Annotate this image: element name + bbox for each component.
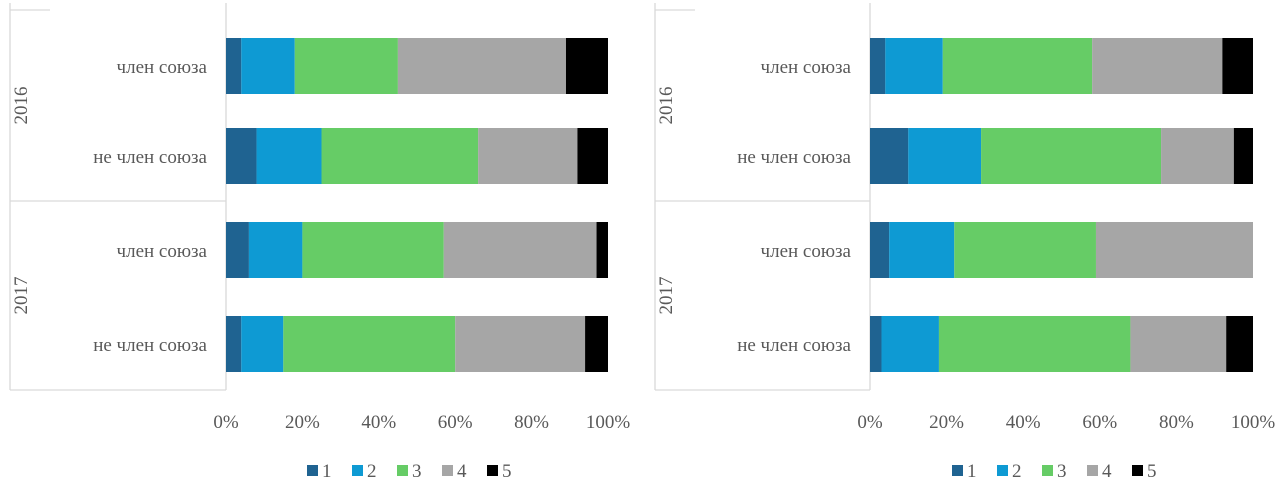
category-label: член союза — [117, 57, 208, 78]
legend-swatch-1 — [952, 465, 963, 476]
chart-left-svg: член союза не член союза 2016 член союза не … — [9, 3, 631, 482]
bar-segment-2017-2-series-4 — [455, 316, 586, 372]
category-label: не член союза — [93, 335, 207, 356]
bar-segment-2016-1-series-4 — [397, 38, 566, 94]
chart-right: член союза не член союза 2016 член союза не … — [640, 0, 1280, 482]
bar-segment-2017-2-series-3 — [283, 316, 456, 372]
legend-swatch-3 — [397, 465, 408, 476]
legend-label-3: 3 — [412, 461, 422, 482]
bar-segment-2016-1-series-5 — [1222, 38, 1253, 94]
bar-segment-2017-2-series-2 — [881, 316, 939, 372]
bar-segment-2016-1-series-1 — [226, 38, 242, 94]
x-tick-label: 100% — [1231, 412, 1276, 433]
bar-segment-2016-2-series-5 — [1233, 128, 1253, 184]
legend-label-1: 1 — [967, 461, 977, 482]
legend-swatch-5 — [487, 465, 498, 476]
bar-segment-2016-2-series-2 — [256, 128, 322, 184]
bar-segment-2017-2-series-5 — [585, 316, 608, 372]
bar-segment-2016-1-series-3 — [942, 38, 1093, 94]
group-label-2017: 2017 — [656, 277, 677, 315]
category-label: член союза — [117, 241, 208, 262]
legend: 1 2 3 4 5 — [952, 461, 1157, 482]
bar-segment-2016-2-series-4 — [1161, 128, 1234, 184]
x-tick-label: 0% — [213, 412, 239, 433]
category-label: не член союза — [737, 335, 851, 356]
bar-segment-2017-1-series-3 — [954, 222, 1096, 278]
bar-segment-2017-1-series-1 — [870, 222, 890, 278]
bar-segment-2017-2-series-4 — [1130, 316, 1227, 372]
legend-label-4: 4 — [457, 461, 467, 482]
bar-segment-2017-1-series-1 — [226, 222, 249, 278]
category-label: не член союза — [93, 147, 207, 168]
x-tick-label: 40% — [361, 412, 396, 433]
legend-swatch-1 — [307, 465, 318, 476]
x-tick-label: 0% — [857, 412, 883, 433]
legend-label-1: 1 — [322, 461, 332, 482]
x-tick-label: 20% — [285, 412, 320, 433]
legend: 1 2 3 4 5 — [307, 461, 512, 482]
legend-label-3: 3 — [1057, 461, 1067, 482]
x-tick-label: 80% — [1159, 412, 1194, 433]
category-label: член союза — [761, 57, 852, 78]
bar-segment-2016-1-series-2 — [241, 38, 295, 94]
legend-swatch-4 — [1087, 465, 1098, 476]
bar-segment-2017-2-series-1 — [226, 316, 242, 372]
bar-segment-2016-2-series-5 — [577, 128, 608, 184]
chart-left: член союза не член союза 2016 член союза не … — [9, 3, 631, 482]
x-tick-label: 60% — [438, 412, 473, 433]
legend-label-2: 2 — [367, 461, 377, 482]
bar-segment-2016-1-series-2 — [885, 38, 943, 94]
group-label-2016: 2016 — [11, 87, 32, 125]
bar-segment-2016-1-series-1 — [870, 38, 886, 94]
group-label-2017: 2017 — [11, 277, 32, 315]
group-label-2016: 2016 — [656, 87, 677, 125]
legend-label-5: 5 — [502, 461, 512, 482]
legend-swatch-2 — [997, 465, 1008, 476]
bar-segment-2017-2-series-3 — [938, 316, 1131, 372]
chart-right-svg: член союза не член союза 2016 член союза не … — [654, 3, 1276, 482]
bar-segment-2016-2-series-1 — [870, 128, 909, 184]
bar-segment-2016-2-series-3 — [321, 128, 479, 184]
bar-segment-2017-2-series-5 — [1226, 316, 1253, 372]
category-label: не член союза — [737, 147, 851, 168]
bar-segment-2017-1-series-4 — [1095, 222, 1253, 278]
bar-segment-2017-1-series-5 — [596, 222, 608, 278]
bar-segment-2016-2-series-2 — [908, 128, 982, 184]
category-label: член союза — [761, 241, 852, 262]
bar-segment-2017-1-series-2 — [248, 222, 303, 278]
legend-label-2: 2 — [1012, 461, 1022, 482]
legend-swatch-3 — [1042, 465, 1053, 476]
legend-label-5: 5 — [1147, 461, 1157, 482]
x-tick-label: 40% — [1006, 412, 1041, 433]
legend-label-4: 4 — [1102, 461, 1112, 482]
legend-swatch-4 — [442, 465, 453, 476]
bar-segment-2016-2-series-1 — [226, 128, 257, 184]
bar-segment-2017-1-series-2 — [889, 222, 955, 278]
bar-segment-2016-1-series-5 — [565, 38, 608, 94]
legend-swatch-5 — [1132, 465, 1143, 476]
x-tick-label: 80% — [514, 412, 549, 433]
bar-segment-2017-2-series-1 — [870, 316, 882, 372]
x-tick-label: 100% — [586, 412, 631, 433]
bar-segment-2016-1-series-4 — [1092, 38, 1223, 94]
bar-segment-2016-2-series-4 — [478, 128, 578, 184]
bar-segment-2017-2-series-2 — [241, 316, 284, 372]
x-tick-label: 60% — [1082, 412, 1117, 433]
bar-segment-2016-1-series-3 — [294, 38, 398, 94]
bar-segment-2017-1-series-3 — [302, 222, 444, 278]
x-tick-label: 20% — [929, 412, 964, 433]
bar-segment-2016-2-series-3 — [981, 128, 1162, 184]
legend-swatch-2 — [352, 465, 363, 476]
bar-segment-2017-1-series-4 — [443, 222, 597, 278]
